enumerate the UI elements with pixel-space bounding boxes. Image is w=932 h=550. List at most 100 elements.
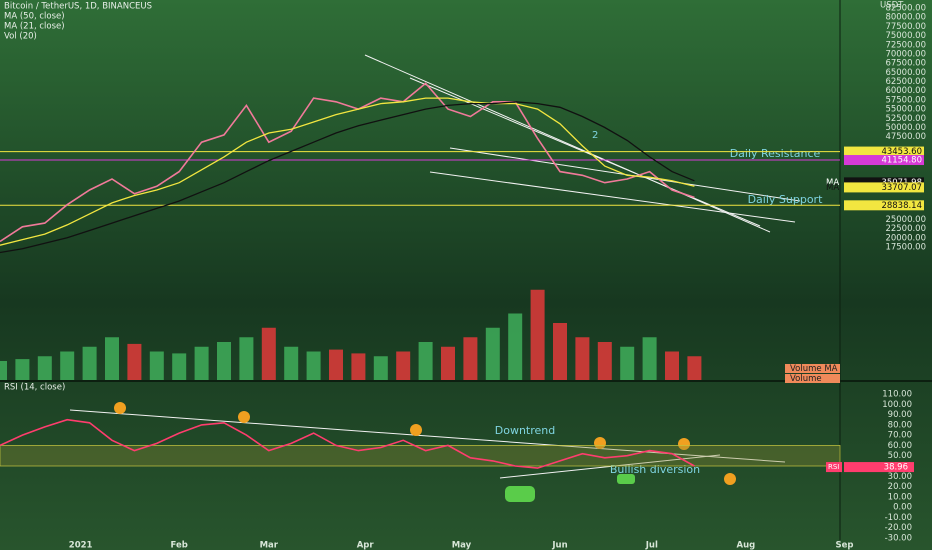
y-tick-label: 17500.00 bbox=[885, 243, 926, 253]
level-tag bbox=[844, 146, 924, 157]
symbol-title: Bitcoin / TetherUS, 1D, BINANCEUS bbox=[4, 2, 152, 12]
level-label: 28838.14 bbox=[881, 201, 922, 211]
level-tag bbox=[844, 182, 924, 193]
annotation: Daily Resistance bbox=[730, 147, 821, 160]
rsi-tick-label: 50.00 bbox=[888, 451, 912, 461]
level-tag-label: MA bbox=[826, 183, 839, 193]
volume-bar bbox=[687, 356, 702, 380]
volume-bar bbox=[642, 337, 657, 380]
y-tick-label: 55000.00 bbox=[885, 105, 926, 115]
y-tick-label: 50000.00 bbox=[885, 123, 926, 133]
ma-line bbox=[0, 97, 695, 246]
level-tag bbox=[844, 200, 924, 211]
rsi-tick-label: 30.00 bbox=[888, 472, 912, 482]
y-tick-label: 67500.00 bbox=[885, 59, 926, 69]
y-tick-label: 52500.00 bbox=[885, 114, 926, 124]
volume-bar bbox=[284, 346, 299, 380]
rsi-tick-label: 100.00 bbox=[882, 400, 912, 410]
rsi-band bbox=[0, 445, 841, 467]
rsi-last-tag bbox=[844, 462, 914, 473]
y-tick-label: 62500.00 bbox=[885, 77, 926, 87]
volume-bar bbox=[261, 327, 276, 380]
rsi-last: 38.96 bbox=[884, 463, 908, 473]
volume-bar bbox=[575, 337, 590, 380]
annotation: 2 bbox=[592, 130, 598, 141]
price-line bbox=[0, 82, 695, 243]
x-tick-label: Feb bbox=[171, 541, 188, 550]
y-tick-label: 47500.00 bbox=[885, 132, 926, 142]
volume-bar bbox=[0, 361, 7, 380]
volume-bar bbox=[418, 342, 433, 380]
volume-bar bbox=[665, 351, 679, 380]
volume-tag bbox=[785, 374, 840, 383]
annotation: Downtrend bbox=[495, 424, 555, 437]
rsi-tick-label: 110.00 bbox=[882, 390, 912, 400]
volume-bar bbox=[306, 351, 321, 380]
indicator: MA (50, close) bbox=[4, 12, 65, 22]
volume-bar bbox=[105, 337, 119, 380]
volume-bar bbox=[441, 346, 455, 380]
y-tick-label: 60000.00 bbox=[885, 86, 926, 96]
volume-bar bbox=[329, 349, 343, 380]
x-tick-label: Aug bbox=[737, 541, 756, 550]
y-tick-label: 22500.00 bbox=[885, 224, 926, 234]
x-tick-label: Sep bbox=[835, 541, 853, 550]
y-tick-label: 70000.00 bbox=[885, 49, 926, 59]
rsi-tick-label: 60.00 bbox=[888, 441, 912, 451]
volume-bar bbox=[351, 353, 366, 380]
rsi-title: RSI (14, close) bbox=[4, 383, 65, 393]
volume-bar bbox=[463, 337, 478, 380]
annotation: Daily Support bbox=[748, 193, 824, 206]
y-tick-label: 80000.00 bbox=[885, 13, 926, 23]
rsi-tick-label: 70.00 bbox=[888, 431, 912, 441]
rsi-tick-label: 90.00 bbox=[888, 410, 912, 420]
y-tick-label: 57500.00 bbox=[885, 95, 926, 105]
volume-bar bbox=[82, 346, 97, 380]
x-tick-label: Apr bbox=[357, 541, 375, 550]
volume-bar bbox=[239, 337, 254, 380]
level-tag-label: MA bbox=[826, 178, 839, 188]
volume-label: Volume MA bbox=[790, 364, 838, 374]
indicator: Vol (20) bbox=[4, 32, 37, 42]
rsi-tick-label: 80.00 bbox=[888, 420, 912, 430]
volume-bar bbox=[127, 343, 142, 380]
x-tick-label: Jun bbox=[551, 541, 567, 550]
volume-bar bbox=[60, 351, 75, 380]
rsi-tick-label: -30.00 bbox=[885, 534, 912, 544]
currency: USDT bbox=[880, 1, 904, 11]
volume-bar bbox=[172, 353, 187, 380]
volume-bar bbox=[597, 342, 612, 380]
y-tick-label: 72500.00 bbox=[885, 40, 926, 50]
x-tick-label: Jul bbox=[645, 541, 658, 550]
volume-bar bbox=[485, 327, 500, 380]
y-tick-label: 65000.00 bbox=[885, 68, 926, 78]
volume-bar bbox=[396, 351, 411, 380]
volume-bar bbox=[37, 356, 52, 380]
level-label: 43453.60 bbox=[881, 147, 922, 157]
level-label: 41154.80 bbox=[881, 156, 922, 166]
price-line bbox=[0, 418, 695, 469]
x-tick-label: 2021 bbox=[69, 541, 93, 550]
volume-bar bbox=[15, 359, 30, 380]
y-tick-label: 25000.00 bbox=[885, 215, 926, 225]
level-tag bbox=[844, 155, 924, 166]
y-tick-label: 75000.00 bbox=[885, 31, 926, 41]
ma-line bbox=[0, 101, 695, 254]
volume-bar bbox=[530, 289, 545, 380]
volume-bar bbox=[553, 323, 567, 380]
rsi-name-tag bbox=[826, 462, 842, 473]
volume-bar bbox=[194, 346, 209, 380]
rsi-tick-label: -20.00 bbox=[885, 523, 912, 533]
rsi-tick-label: 20.00 bbox=[888, 482, 912, 492]
rsi-name: RSI bbox=[828, 463, 839, 471]
volume-bar bbox=[217, 342, 231, 380]
volume-bar bbox=[508, 313, 523, 380]
rsi-tick-label: 10.00 bbox=[888, 492, 912, 502]
rsi-tick-label: 0.00 bbox=[893, 503, 912, 513]
volume-label: Volume bbox=[790, 374, 822, 384]
x-tick-label: May bbox=[452, 541, 472, 550]
level-label: 33707.07 bbox=[881, 183, 922, 193]
header: Bitcoin / TetherUS, 1D, BINANCEUS MA (50… bbox=[4, 1, 904, 393]
